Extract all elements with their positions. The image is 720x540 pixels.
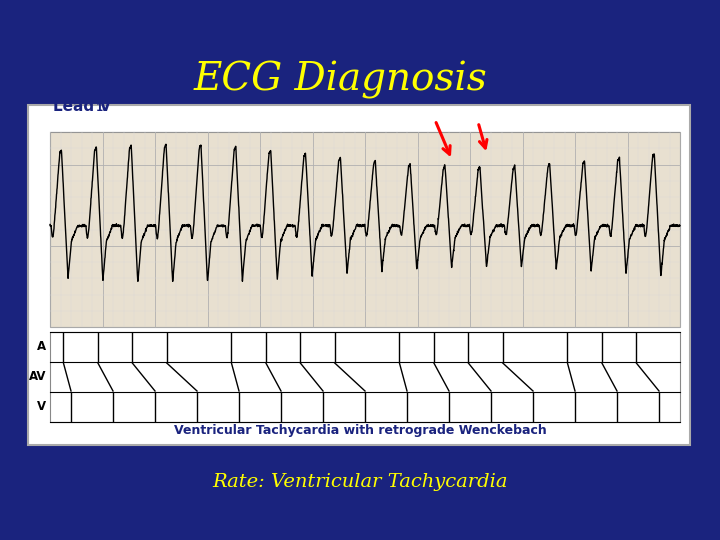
- Bar: [50, 332, 680, 422]
- Text: Ventricular Tachycardia with retrograde Wenckebach: Ventricular Tachycardia with retrograde …: [174, 424, 546, 437]
- Text: AV: AV: [29, 370, 46, 383]
- Text: Lead V: Lead V: [53, 99, 111, 114]
- Text: 1: 1: [96, 103, 103, 113]
- Text: ECG Diagnosis: ECG Diagnosis: [193, 61, 487, 99]
- Text: V: V: [37, 401, 46, 414]
- Text: Rate: Ventricular Tachycardia: Rate: Ventricular Tachycardia: [212, 473, 508, 491]
- Bar: [28, 105, 690, 445]
- Bar: [50, 132, 680, 327]
- Text: A: A: [37, 341, 46, 354]
